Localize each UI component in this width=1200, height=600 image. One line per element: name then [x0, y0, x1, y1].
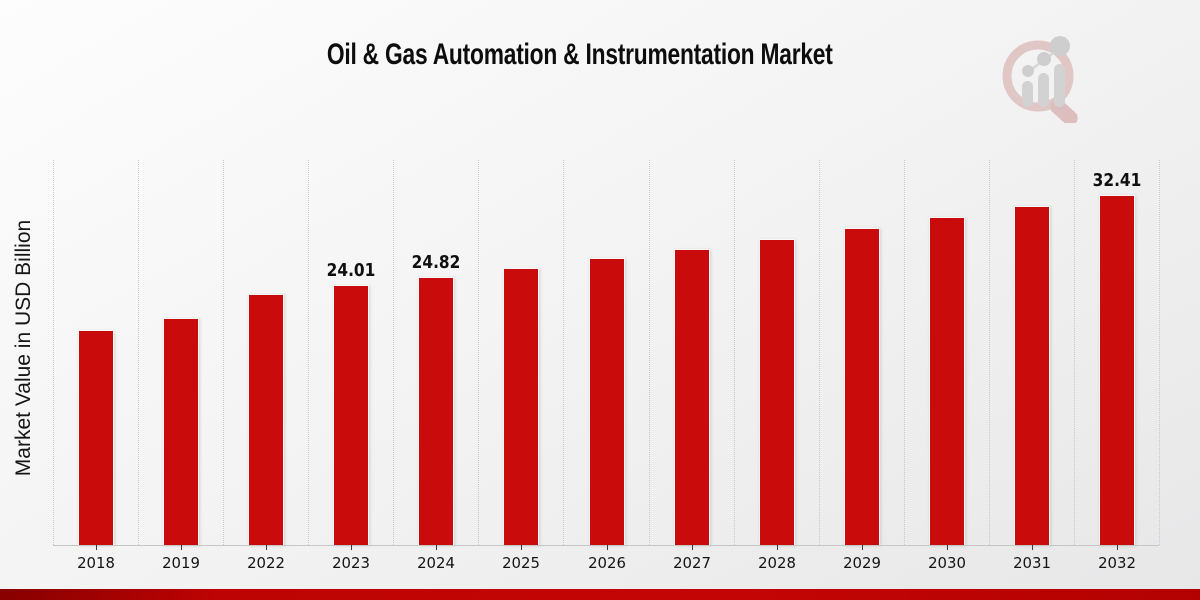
x-axis-tick [266, 545, 268, 550]
bar-2032 [1098, 195, 1135, 545]
bar-2027 [673, 249, 710, 545]
bar-2029 [843, 228, 880, 545]
x-axis-line [53, 545, 1159, 546]
bar-slot-2029: 2029 [818, 160, 904, 572]
x-axis-tick [861, 545, 863, 550]
x-axis-label-2031: 2031 [1012, 554, 1051, 572]
logo-dot-icon [1037, 52, 1051, 66]
bar-value-label-2032: 32.41 [1092, 171, 1142, 191]
magnifier-ring-icon [1002, 40, 1074, 112]
bar-2030 [928, 217, 965, 545]
bar-2026 [588, 258, 625, 545]
logo-dot-icon [1022, 65, 1034, 77]
bar-slot-2025: 2025 [478, 160, 563, 572]
x-axis-label-2024: 2024 [417, 554, 456, 572]
bar-2025 [503, 268, 540, 545]
chart-header: Oil & Gas Automation & Instrumentation M… [0, 38, 1160, 72]
logo-bar-icon [1022, 81, 1033, 107]
x-axis-label-2027: 2027 [672, 554, 711, 572]
logo-bar-icon [1054, 64, 1065, 107]
bar-slot-2018: 2018 [53, 160, 138, 572]
x-axis-label-2019: 2019 [162, 554, 201, 572]
market-research-future-logo [1002, 36, 1078, 123]
x-axis-tick [1116, 545, 1118, 550]
footer-accent-band [0, 589, 1200, 600]
bar-2031 [1013, 206, 1050, 545]
x-axis-tick [776, 545, 778, 550]
x-axis-tick [96, 545, 98, 550]
x-axis-label-2025: 2025 [502, 554, 541, 572]
x-axis-label-2029: 2029 [842, 554, 881, 572]
x-axis-label-2028: 2028 [757, 554, 796, 572]
bar-2018 [78, 330, 115, 545]
x-axis-tick [351, 545, 353, 550]
x-axis-label-2023: 2023 [332, 554, 371, 572]
bar-slot-2028: 2028 [733, 160, 819, 572]
bar-2023 [333, 285, 370, 545]
x-axis-tick [691, 545, 693, 550]
bar-value-label-2023: 24.01 [326, 261, 376, 281]
bar-slot-2023: 24.01 2023 [308, 160, 393, 572]
x-axis-tick [606, 545, 608, 550]
bar-slot-2027: 2027 [648, 160, 734, 572]
x-axis-label-2026: 2026 [587, 554, 626, 572]
plot-area: 2018 2019 2022 24.01 2023 24.82 2024 2025 2026 20… [53, 160, 1160, 572]
bar-slot-2026: 2026 [563, 160, 648, 572]
x-axis-tick [946, 545, 948, 550]
x-axis-tick [181, 545, 183, 550]
bar-2028 [758, 239, 795, 545]
x-axis-tick [1031, 545, 1033, 550]
x-axis-tick [521, 545, 523, 550]
bar-value-label-2024: 24.82 [411, 253, 461, 273]
bar-2019 [163, 318, 200, 545]
y-axis-label: Market Value in USD Billion [12, 219, 35, 477]
x-axis-label-2030: 2030 [927, 554, 966, 572]
bar-slot-2022: 2022 [223, 160, 308, 572]
bar-slot-2032: 32.41 2032 [1073, 160, 1159, 572]
logo-dot-icon [1050, 36, 1070, 56]
x-axis-tick [436, 545, 438, 550]
chart-title: Oil & Gas Automation & Instrumentation M… [327, 38, 833, 71]
bar-2024 [418, 277, 455, 545]
bar-slot-2024: 24.82 2024 [393, 160, 478, 572]
bar-slot-2031: 2031 [988, 160, 1074, 572]
bar-2022 [248, 294, 285, 545]
bar-slot-2019: 2019 [138, 160, 223, 572]
x-axis-label-2032: 2032 [1098, 554, 1136, 572]
x-axis-label-2018: 2018 [77, 554, 115, 572]
x-axis-label-2022: 2022 [247, 554, 286, 572]
bar-slot-2030: 2030 [903, 160, 989, 572]
logo-bar-icon [1038, 73, 1049, 107]
